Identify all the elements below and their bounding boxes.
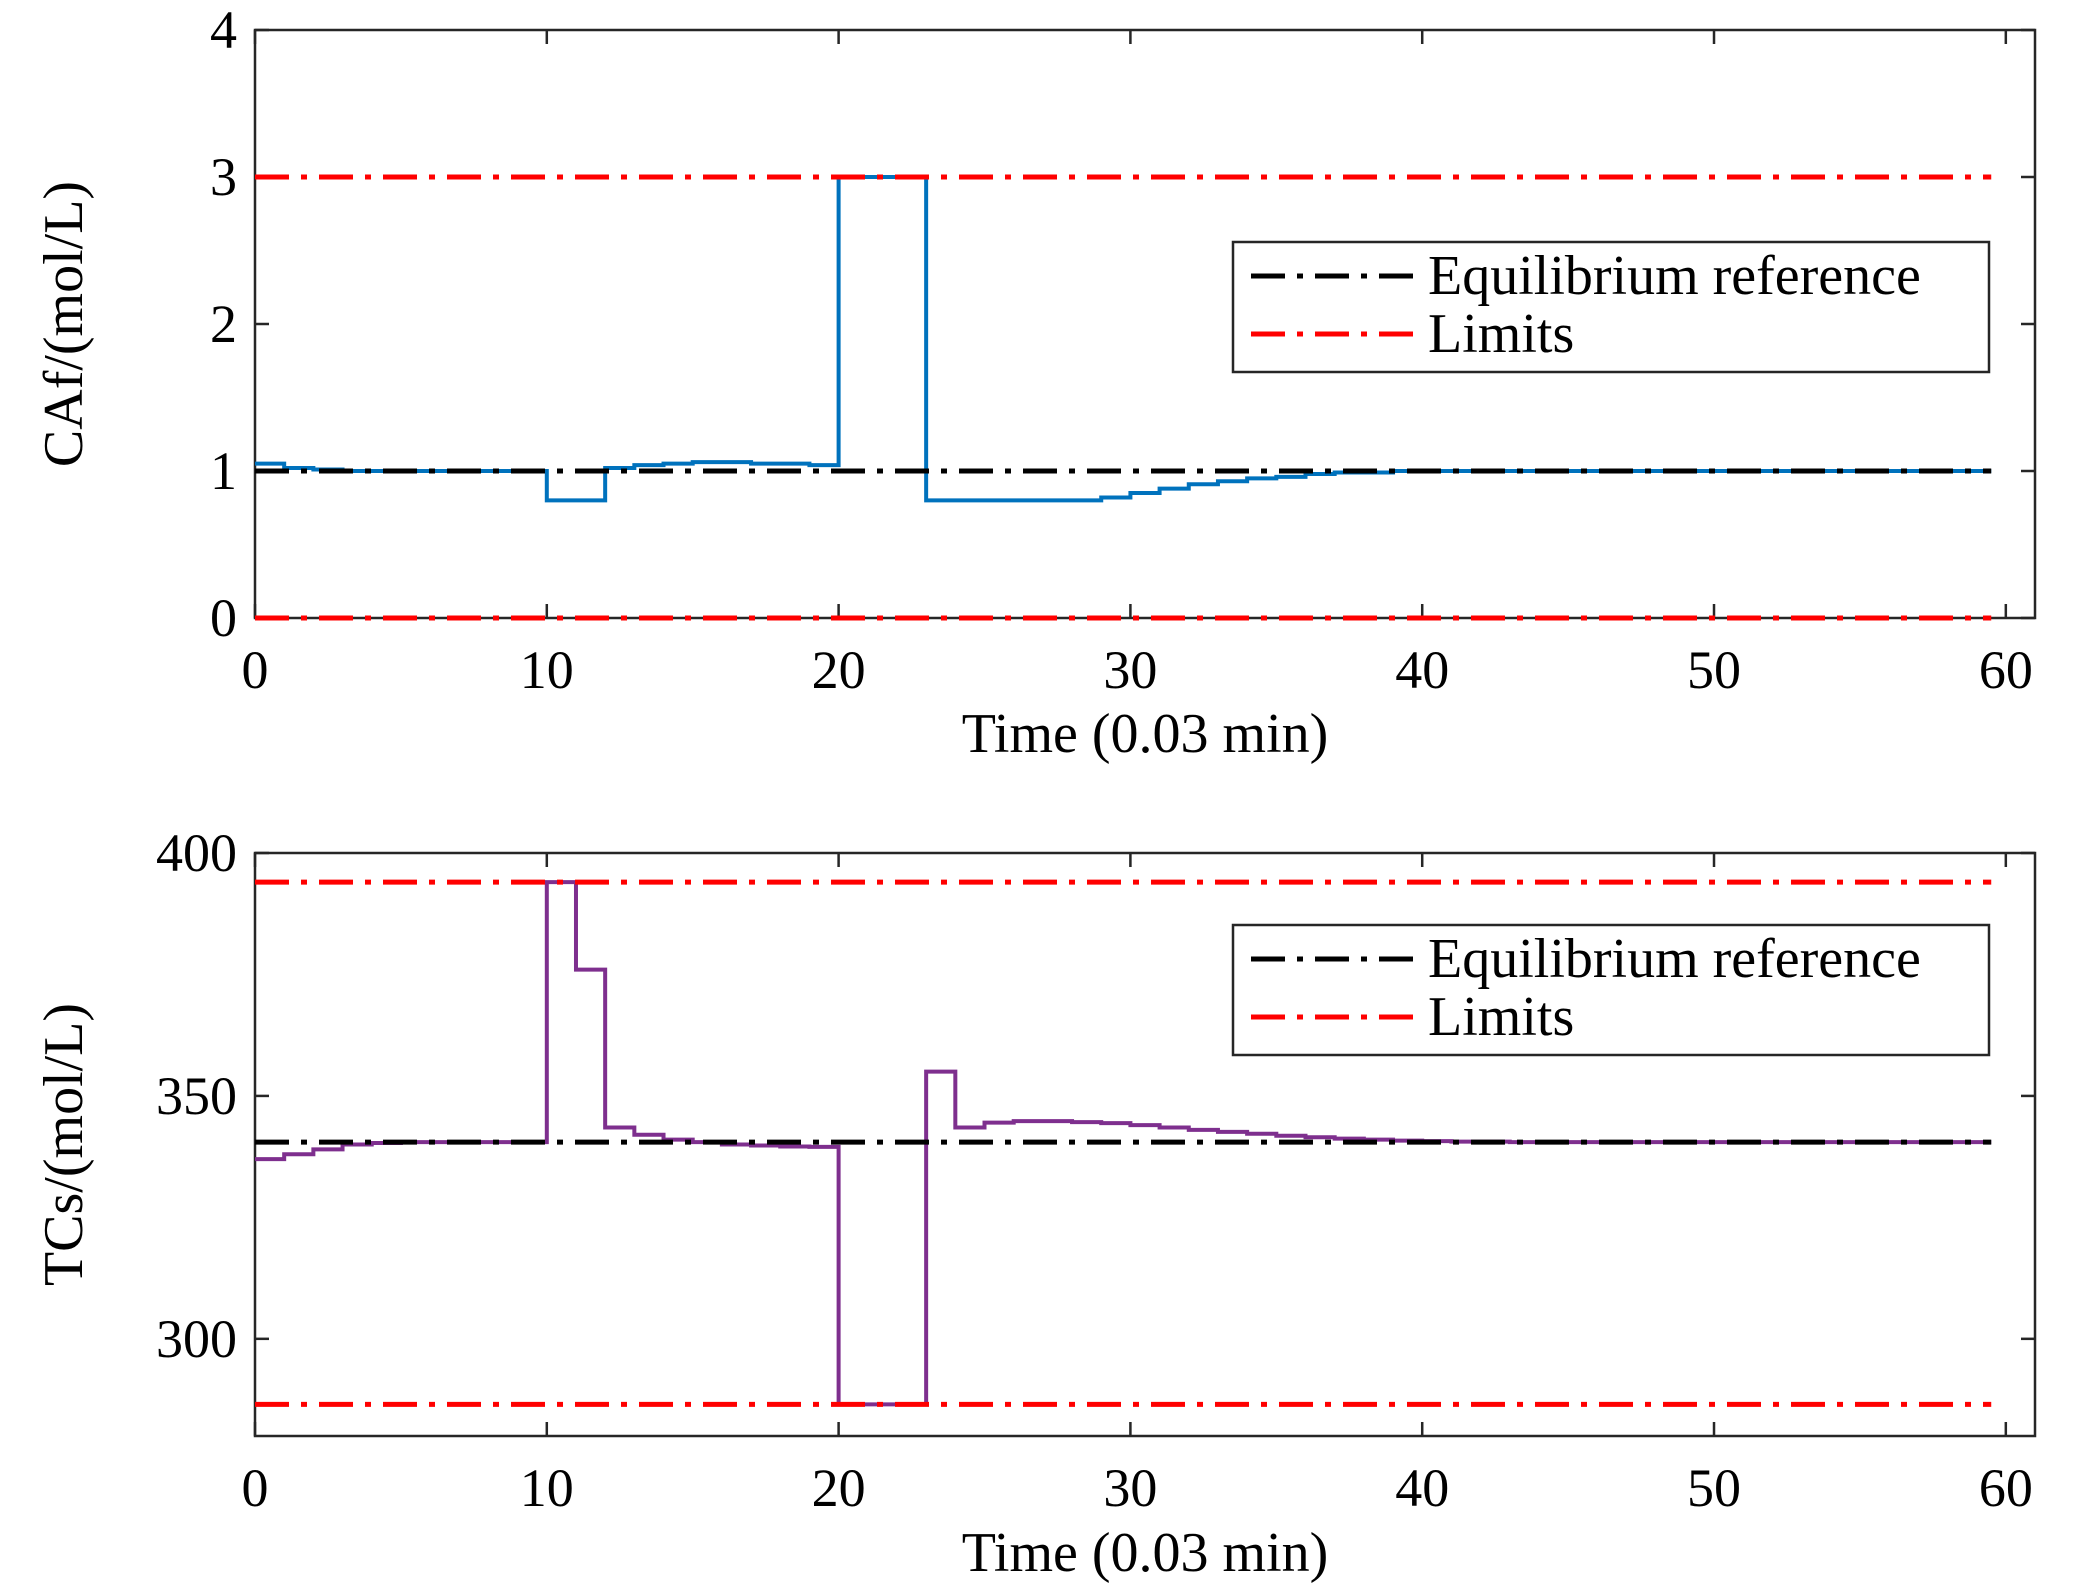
x-tick-label: 30 [1103, 1458, 1157, 1518]
y-tick-label: 350 [156, 1066, 237, 1126]
x-tick-label: 20 [812, 640, 866, 700]
legend-label: Equilibrium reference [1428, 928, 1921, 990]
x-tick-label: 20 [812, 1458, 866, 1518]
y-tick-label: 400 [156, 823, 237, 883]
legend-label: Equilibrium reference [1428, 245, 1921, 307]
x-tick-label: 60 [1979, 1458, 2033, 1518]
legend-box [1231, 240, 1991, 374]
y-tick-label: 1 [210, 441, 237, 501]
x-tick-label: 50 [1687, 640, 1741, 700]
x-axis-label: Time (0.03 min) [962, 1522, 1329, 1584]
y-tick-label: 2 [210, 294, 237, 354]
legend-box [1231, 923, 1991, 1057]
legend-label: Limits [1428, 303, 1574, 365]
x-tick-label: 50 [1687, 1458, 1741, 1518]
y-tick-label: 0 [210, 588, 237, 648]
y-tick-label: 3 [210, 147, 237, 207]
x-tick-label: 10 [520, 1458, 574, 1518]
legend-label: Limits [1428, 986, 1574, 1048]
y-axis-label: TCs/(mol/L) [33, 1003, 95, 1286]
chart-panel-2: 0 10 20 30 40 50 60 300 350 400 Time (0.03 min) TCs… [33, 823, 2037, 1584]
x-tick-label: 0 [242, 1458, 269, 1518]
x-tick-label: 10 [520, 640, 574, 700]
x-tick-label: 30 [1103, 640, 1157, 700]
x-axis-label: Time (0.03 min) [962, 703, 1329, 765]
chart-panel-1: 0 10 20 30 40 50 60 0 1 2 3 4 Time (0.03 min) CAf/(mo… [33, 0, 2037, 765]
x-tick-label: 40 [1395, 1458, 1449, 1518]
y-tick-label: 4 [210, 0, 237, 60]
x-tick-label: 0 [242, 640, 269, 700]
y-axis-label: CAf/(mol/L) [33, 181, 95, 467]
y-tick-label: 300 [156, 1309, 237, 1369]
x-tick-label: 60 [1979, 640, 2033, 700]
x-tick-label: 40 [1395, 640, 1449, 700]
